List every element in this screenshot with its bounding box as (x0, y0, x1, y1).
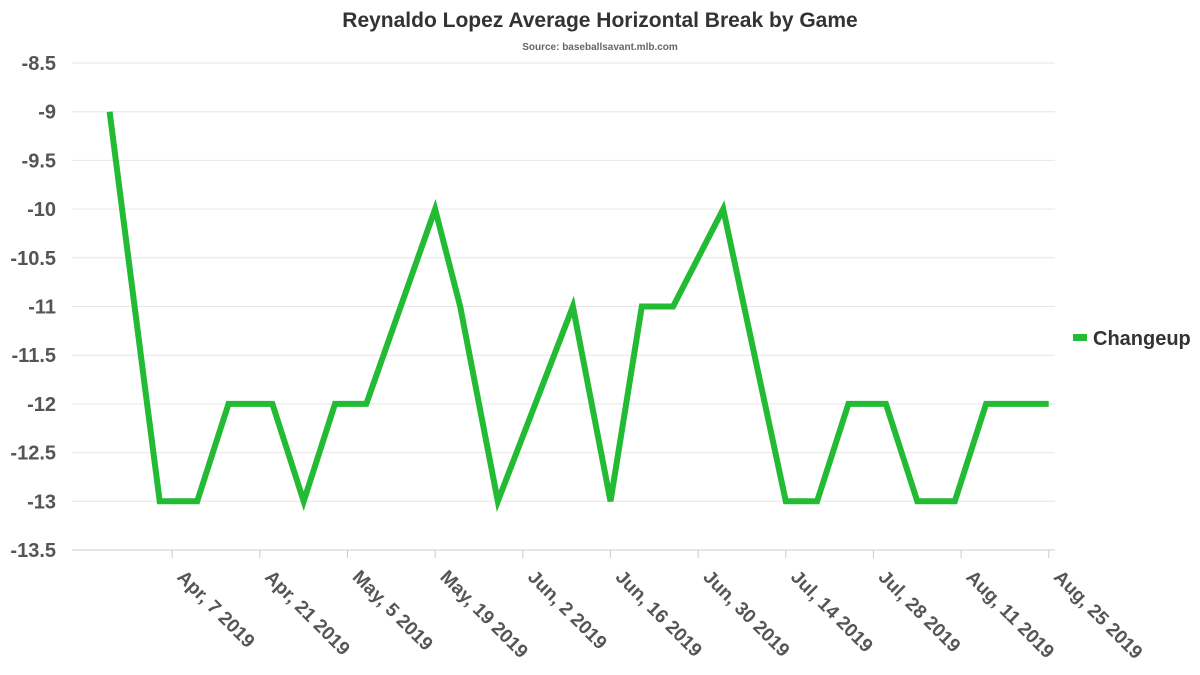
chart-subtitle: Source: baseballsavant.mlb.com (522, 42, 678, 53)
x-tick-label: Aug, 25 2019 (1049, 567, 1146, 664)
x-tick-label: Jun, 16 2019 (611, 567, 706, 662)
legend[interactable]: Changeup (1073, 328, 1191, 350)
y-tick-label: -9 (38, 102, 56, 124)
y-tick-label: -9.5 (22, 150, 56, 172)
y-tick-label: -13 (27, 491, 56, 513)
x-tick-label: Jul, 14 2019 (786, 567, 876, 657)
y-tick-label: -10 (27, 199, 56, 221)
x-tick-label: Apr, 21 2019 (260, 567, 353, 660)
x-tick-label: May, 19 2019 (436, 567, 532, 663)
series-line-changeup (106, 111, 1049, 513)
x-tick-label: Apr, 7 2019 (173, 567, 259, 653)
y-axis-ticks: -8.5 -9 -9.5 -10 -10.5 -11 -11.5 -12 -12.5 -13 -13… (10, 53, 56, 562)
legend-label[interactable]: Changeup (1093, 328, 1191, 350)
x-tick-label: Aug, 11 2019 (962, 567, 1058, 663)
x-tick-label: May, 5 2019 (348, 567, 437, 656)
y-tick-label: -12.5 (10, 443, 56, 465)
y-tick-label: -12 (27, 394, 56, 416)
y-tick-label: -8.5 (22, 53, 56, 75)
x-tick-label: Jun, 30 2019 (699, 567, 794, 662)
y-tick-label: -11 (28, 297, 56, 319)
series-lines (106, 111, 1049, 513)
y-tick-label: -11.5 (12, 345, 56, 367)
x-tick-label: Jun, 2 2019 (523, 567, 610, 654)
legend-swatch (1073, 334, 1087, 341)
y-tick-label: -13.5 (10, 540, 56, 562)
y-tick-label: -10.5 (10, 248, 56, 270)
x-tick-label: Jul, 28 2019 (874, 567, 964, 657)
chart-title: Reynaldo Lopez Average Horizontal Break … (342, 9, 857, 32)
